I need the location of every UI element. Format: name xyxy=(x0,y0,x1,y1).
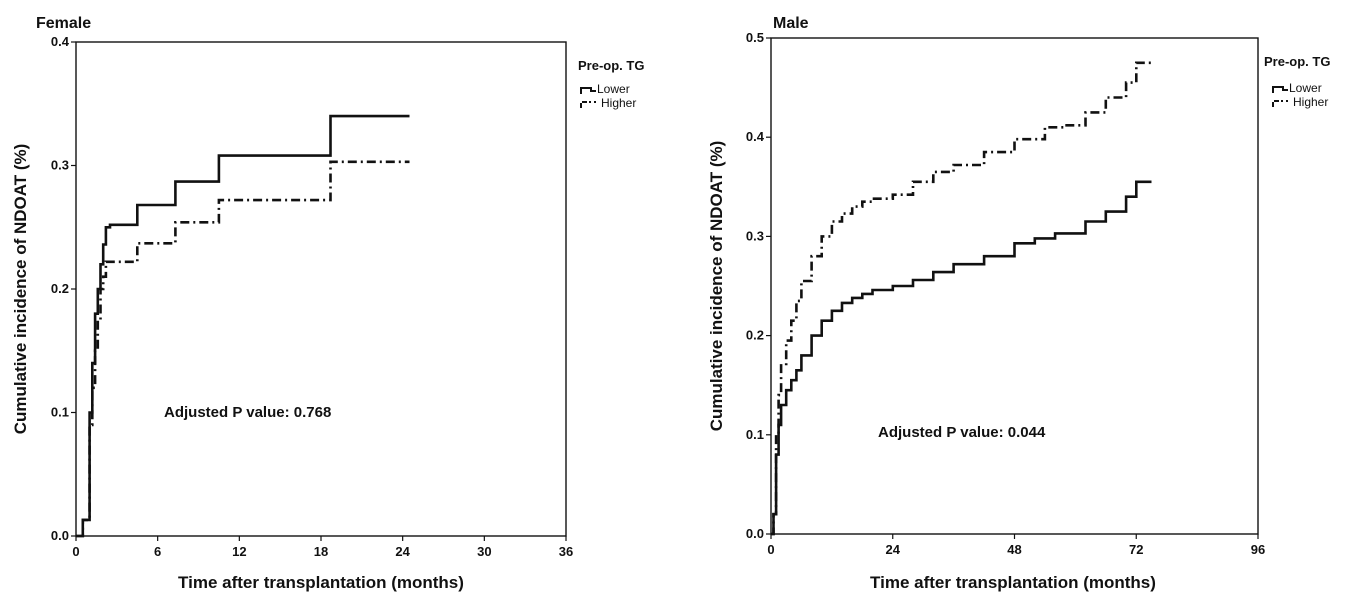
x-tick-label: 36 xyxy=(559,544,573,559)
x-tick-label: 0 xyxy=(72,544,79,559)
y-tick-label: 0.3 xyxy=(51,158,69,173)
y-tick-label: 0.1 xyxy=(51,405,69,420)
y-tick-label: 0.0 xyxy=(51,528,69,543)
legend-title: Pre-op. TG xyxy=(1264,54,1330,69)
y-tick-label: 0.3 xyxy=(746,228,764,243)
chart-panel-female: Female 0 6 12 18 24 30 36 0.0 0.1 0.2 0.3 0.4 Time … xyxy=(11,15,644,592)
y-tick-label: 0.2 xyxy=(746,328,764,343)
chart-title: Female xyxy=(36,15,91,32)
x-tick-label: 48 xyxy=(1007,542,1021,557)
x-tick-label: 30 xyxy=(477,544,491,559)
x-tick-label: 72 xyxy=(1129,542,1143,557)
legend-swatch-lower xyxy=(1272,86,1288,93)
legend-swatch-higher xyxy=(580,101,596,108)
x-tick-label: 6 xyxy=(154,544,161,559)
y-tick-label: 0.5 xyxy=(746,30,764,45)
y-tick-label: 0.2 xyxy=(51,281,69,296)
y-axis-label: Cumulative incidence of NDOAT (%) xyxy=(11,144,30,435)
legend: Pre-op. TG Lower Higher xyxy=(578,58,644,110)
legend-swatch-lower xyxy=(580,87,596,94)
y-tick-label: 0.4 xyxy=(51,34,70,49)
legend-swatch-higher xyxy=(1272,100,1288,107)
x-axis-label: Time after transplantation (months) xyxy=(870,573,1156,592)
series-line-lower xyxy=(76,114,410,538)
legend: Pre-op. TG Lower Higher xyxy=(1264,54,1330,109)
legend-entry-higher: Higher xyxy=(1293,95,1328,109)
legend-entry-lower: Lower xyxy=(597,82,630,96)
x-tick-label: 12 xyxy=(232,544,246,559)
p-value-annotation: Adjusted P value: 0.044 xyxy=(878,424,1046,441)
legend-title: Pre-op. TG xyxy=(578,58,644,73)
axis-ticks: 0 6 12 18 24 30 36 0.0 0.1 0.2 0.3 0.4 xyxy=(51,34,573,559)
axis-ticks: 0 24 48 72 96 0.0 0.1 0.2 0.3 0.4 0.5 xyxy=(746,30,1265,557)
plot-area-frame xyxy=(75,41,567,537)
series-line-higher xyxy=(771,61,1152,536)
x-tick-label: 18 xyxy=(314,544,328,559)
series-group xyxy=(76,114,410,538)
x-axis-label: Time after transplantation (months) xyxy=(178,573,464,592)
x-tick-label: 24 xyxy=(886,542,901,557)
series-group xyxy=(771,61,1152,536)
legend-entry-higher: Higher xyxy=(601,96,636,110)
y-tick-label: 0.0 xyxy=(746,526,764,541)
y-tick-label: 0.1 xyxy=(746,427,764,442)
chart-title: Male xyxy=(773,15,809,32)
series-line-higher xyxy=(76,160,410,538)
y-tick-label: 0.4 xyxy=(746,129,765,144)
p-value-annotation: Adjusted P value: 0.768 xyxy=(164,404,331,421)
x-tick-label: 96 xyxy=(1251,542,1265,557)
series-line-lower xyxy=(771,180,1152,536)
x-tick-label: 0 xyxy=(767,542,774,557)
x-tick-label: 24 xyxy=(395,544,410,559)
y-axis-label: Cumulative incidence of NDOAT (%) xyxy=(707,141,726,432)
legend-entry-lower: Lower xyxy=(1289,81,1322,95)
chart-panel-male: Male 0 24 48 72 96 0.0 0.1 0.2 0.3 0.4 0.5 Time af… xyxy=(707,15,1330,592)
plot-area-frame xyxy=(770,37,1259,535)
